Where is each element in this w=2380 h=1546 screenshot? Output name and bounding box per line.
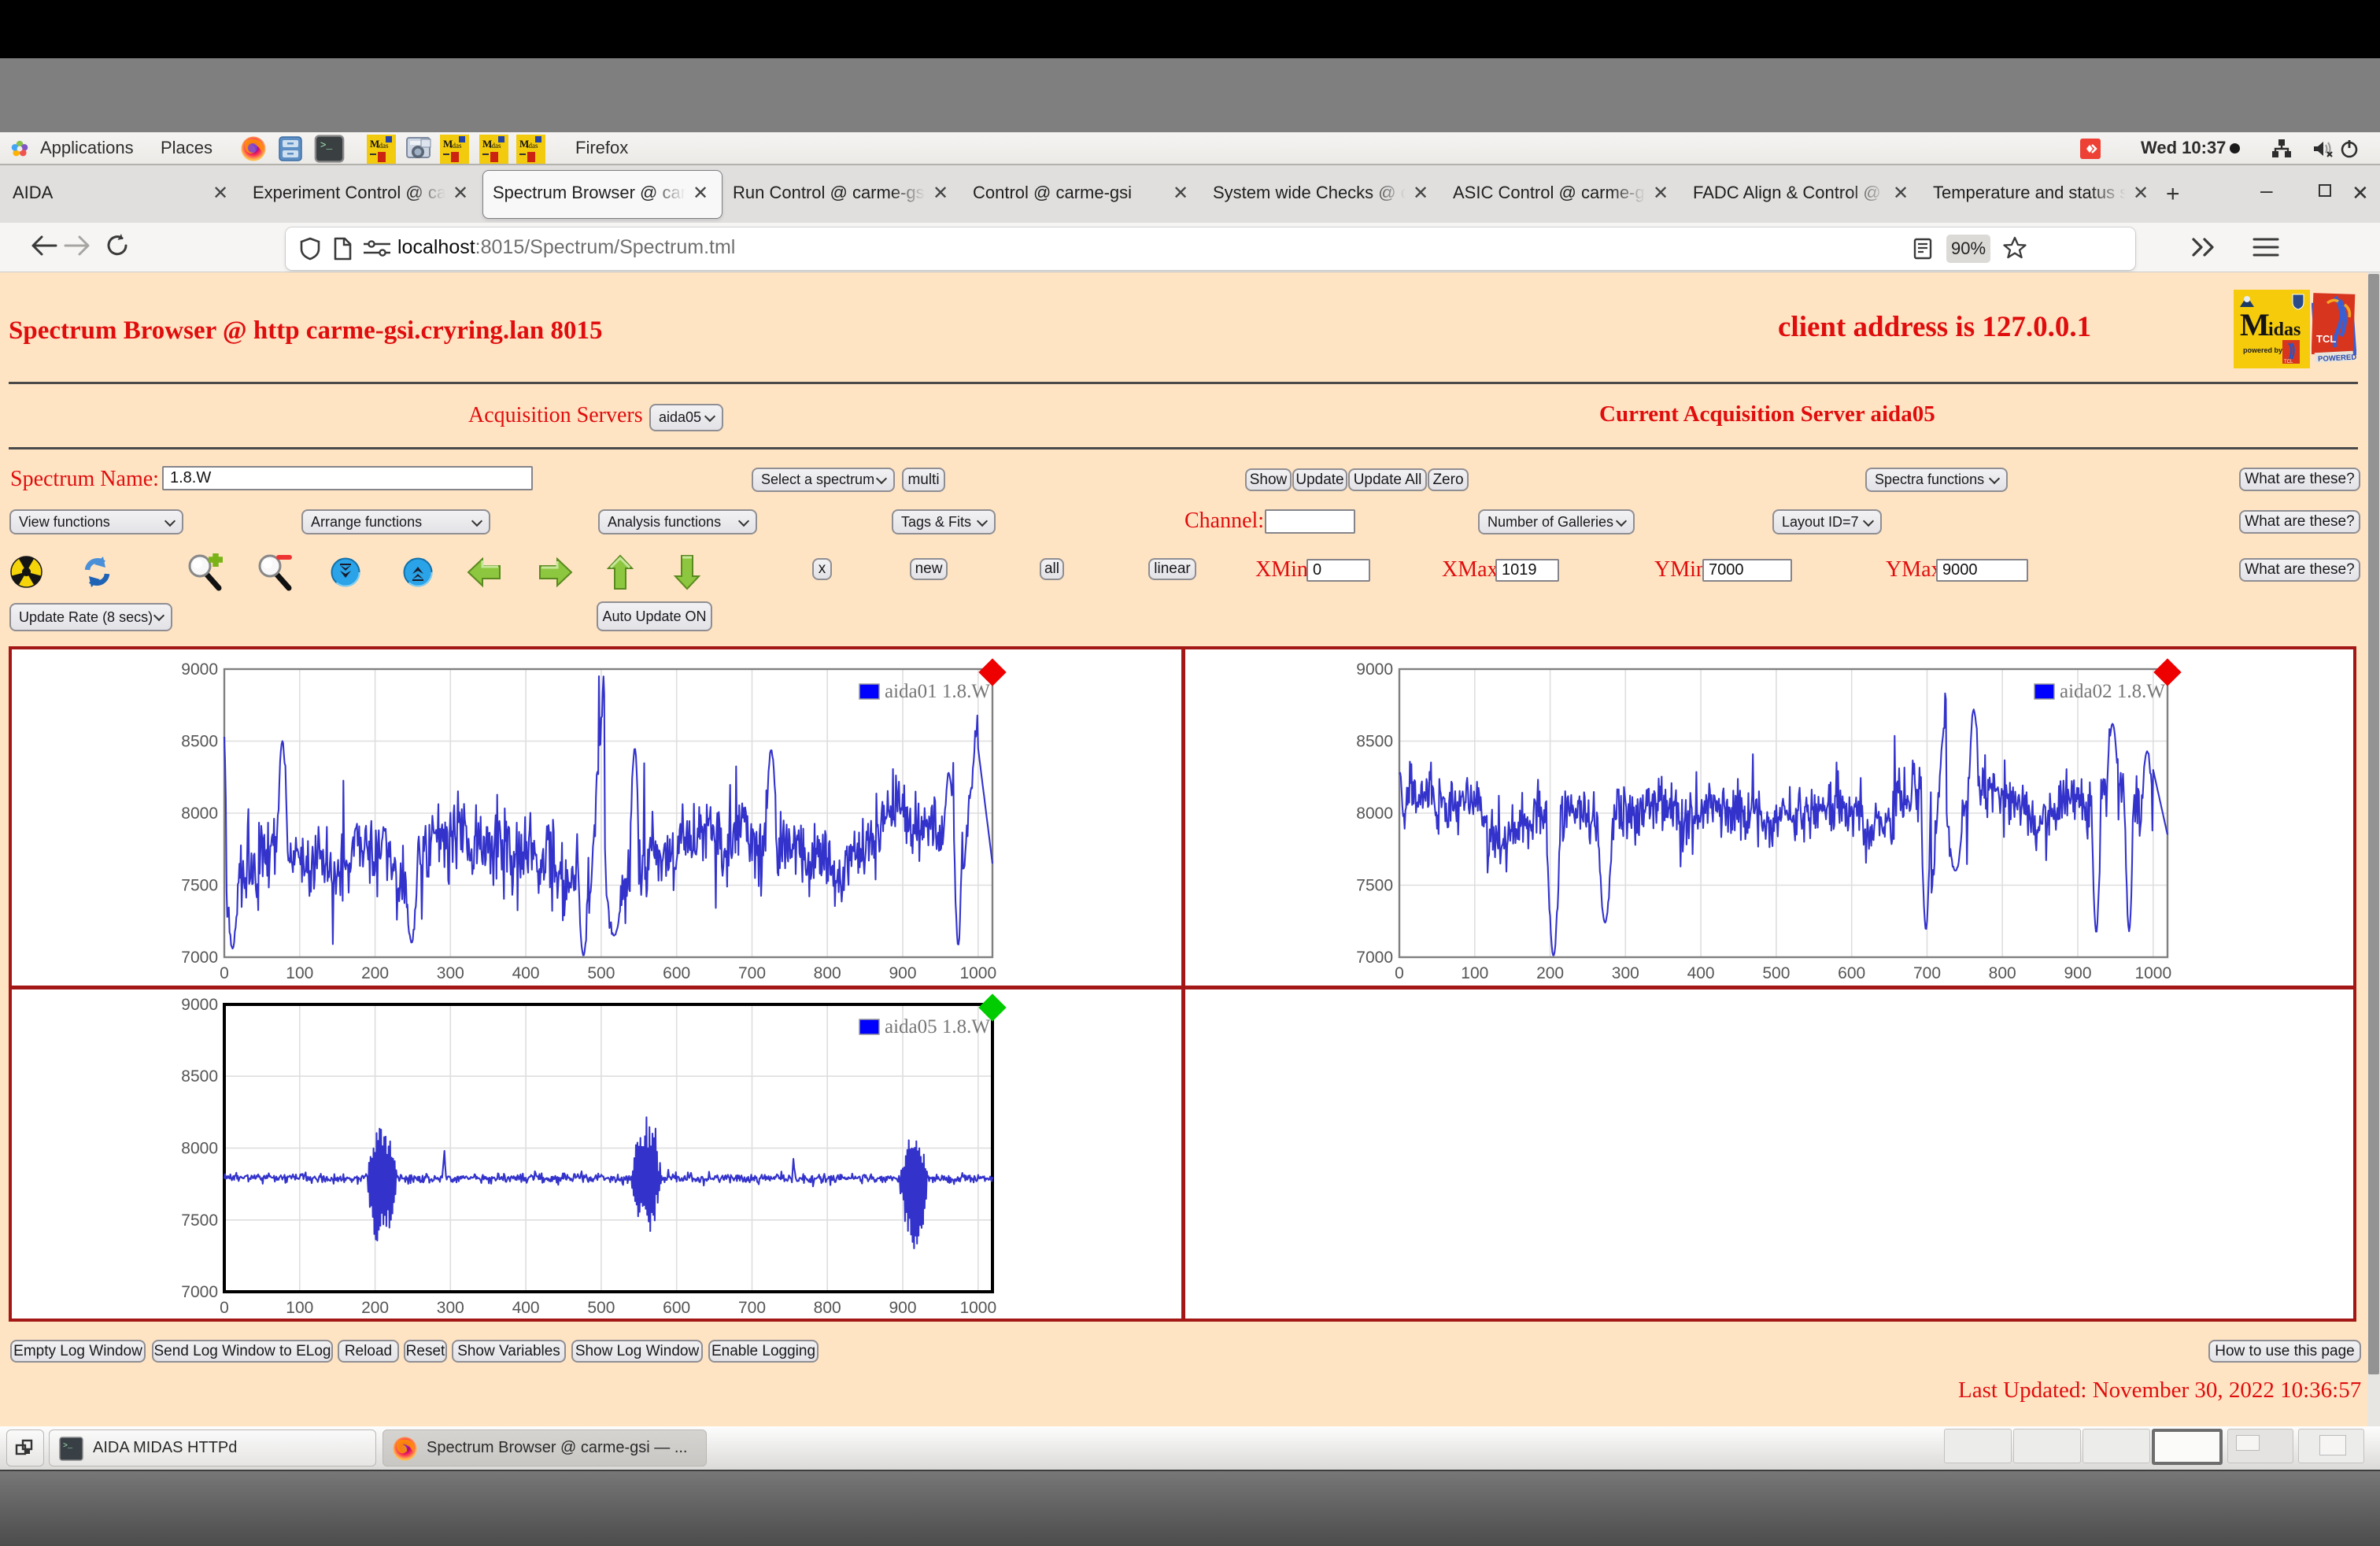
- svg-text:300: 300: [437, 1299, 464, 1317]
- svg-text:TCL: TCL: [2284, 360, 2293, 364]
- svg-text:>_: >_: [63, 1442, 73, 1451]
- svg-text:200: 200: [361, 964, 389, 982]
- svg-text:M: M: [370, 138, 379, 150]
- svg-text:M: M: [519, 138, 529, 150]
- svg-text:TCL: TCL: [2316, 333, 2336, 345]
- svg-text:700: 700: [1913, 964, 1941, 982]
- svg-text:7500: 7500: [1356, 877, 1393, 895]
- svg-text:400: 400: [1687, 964, 1715, 982]
- svg-text:900: 900: [889, 1299, 916, 1317]
- svg-text:9000: 9000: [181, 996, 218, 1014]
- svg-text:M: M: [443, 138, 453, 150]
- svg-text:700: 700: [738, 964, 766, 982]
- svg-text:300: 300: [1612, 964, 1639, 982]
- svg-text:0: 0: [220, 1299, 229, 1317]
- svg-text:700: 700: [738, 1299, 766, 1317]
- svg-text:800: 800: [1989, 964, 2016, 982]
- svg-text:POWERED: POWERED: [2318, 353, 2356, 364]
- svg-text:M: M: [482, 138, 492, 150]
- svg-text:300: 300: [437, 964, 464, 982]
- svg-text:8000: 8000: [181, 1140, 218, 1158]
- svg-text:aida02 1.8.W: aida02 1.8.W: [2060, 681, 2165, 702]
- svg-text:800: 800: [814, 964, 841, 982]
- svg-text:1000: 1000: [959, 1299, 996, 1317]
- svg-text:800: 800: [814, 1299, 841, 1317]
- svg-text:idas: idas: [377, 142, 389, 150]
- svg-text:aida05 1.8.W: aida05 1.8.W: [885, 1016, 990, 1037]
- svg-text:500: 500: [587, 964, 615, 982]
- svg-text:900: 900: [889, 964, 916, 982]
- svg-text:8000: 8000: [181, 804, 218, 823]
- svg-text:1000: 1000: [959, 964, 996, 982]
- svg-text:600: 600: [1838, 964, 1865, 982]
- svg-text:100: 100: [286, 964, 313, 982]
- svg-text:600: 600: [663, 964, 690, 982]
- svg-text:M: M: [2240, 307, 2270, 342]
- svg-text:1000: 1000: [2134, 964, 2171, 982]
- svg-text:8500: 8500: [181, 733, 218, 751]
- svg-text:200: 200: [1536, 964, 1564, 982]
- svg-text:aida01 1.8.W: aida01 1.8.W: [885, 681, 990, 702]
- svg-text:idas: idas: [490, 142, 501, 150]
- svg-text:7500: 7500: [181, 1211, 218, 1230]
- svg-text:powered by: powered by: [2243, 346, 2282, 354]
- svg-text:9000: 9000: [1356, 660, 1393, 679]
- svg-text:idas: idas: [450, 142, 462, 150]
- svg-text:100: 100: [286, 1299, 313, 1317]
- svg-text:400: 400: [512, 1299, 540, 1317]
- svg-text:100: 100: [1461, 964, 1488, 982]
- svg-text:0: 0: [220, 964, 229, 982]
- svg-text:7500: 7500: [181, 877, 218, 895]
- svg-text:500: 500: [1762, 964, 1790, 982]
- svg-text:>_: >_: [320, 139, 333, 151]
- svg-text:8500: 8500: [181, 1067, 218, 1086]
- svg-text:9000: 9000: [181, 660, 218, 679]
- svg-text:idas: idas: [2268, 320, 2301, 340]
- svg-text:400: 400: [512, 964, 540, 982]
- svg-text:0: 0: [1395, 964, 1404, 982]
- svg-text:7000: 7000: [1356, 949, 1393, 967]
- svg-text:200: 200: [361, 1299, 389, 1317]
- svg-text:idas: idas: [527, 142, 538, 150]
- svg-text:500: 500: [587, 1299, 615, 1317]
- svg-text:7000: 7000: [181, 949, 218, 967]
- svg-text:600: 600: [663, 1299, 690, 1317]
- svg-text:900: 900: [2064, 964, 2091, 982]
- svg-text:8500: 8500: [1356, 733, 1393, 751]
- svg-text:8000: 8000: [1356, 804, 1393, 823]
- svg-text:7000: 7000: [181, 1283, 218, 1301]
